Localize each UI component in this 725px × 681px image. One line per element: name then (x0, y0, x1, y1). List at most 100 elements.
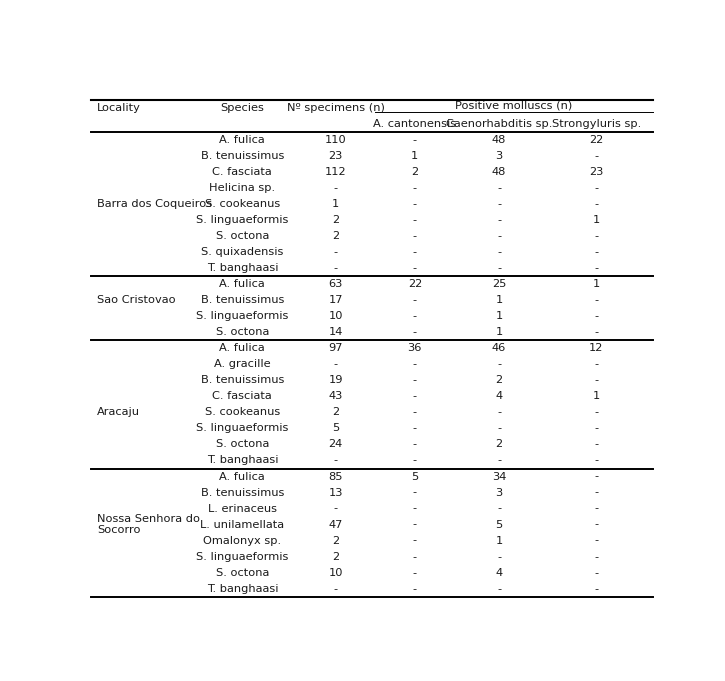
Text: 1: 1 (495, 535, 502, 545)
Text: -: - (497, 360, 501, 369)
Text: -: - (413, 424, 417, 433)
Text: -: - (413, 584, 417, 594)
Text: -: - (413, 264, 417, 273)
Text: -: - (413, 456, 417, 466)
Text: L. erinaceus: L. erinaceus (208, 503, 277, 513)
Text: -: - (334, 360, 338, 369)
Text: -: - (594, 439, 598, 449)
Text: -: - (594, 568, 598, 577)
Text: -: - (594, 247, 598, 257)
Text: -: - (497, 584, 501, 594)
Text: -: - (594, 552, 598, 562)
Text: 10: 10 (328, 311, 343, 321)
Text: 46: 46 (492, 343, 506, 353)
Text: -: - (413, 232, 417, 241)
Text: -: - (334, 503, 338, 513)
Text: 1: 1 (592, 392, 600, 401)
Text: -: - (594, 360, 598, 369)
Text: S. octona: S. octona (215, 568, 269, 577)
Text: C. fasciata: C. fasciata (212, 392, 272, 401)
Text: -: - (413, 488, 417, 498)
Text: 2: 2 (411, 167, 418, 177)
Text: 47: 47 (328, 520, 343, 530)
Text: 5: 5 (411, 471, 418, 481)
Text: 1: 1 (411, 151, 418, 161)
Text: -: - (413, 311, 417, 321)
Text: -: - (413, 520, 417, 530)
Text: 25: 25 (492, 279, 506, 289)
Text: 3: 3 (495, 151, 502, 161)
Text: 4: 4 (496, 392, 502, 401)
Text: -: - (594, 375, 598, 385)
Text: Nº specimens (n): Nº specimens (n) (286, 103, 384, 113)
Text: S. octona: S. octona (215, 439, 269, 449)
Text: A. fulica: A. fulica (220, 471, 265, 481)
Text: T. banghaasi: T. banghaasi (207, 456, 278, 466)
Text: Caenorhabditis sp.: Caenorhabditis sp. (446, 119, 552, 129)
Text: 110: 110 (325, 135, 347, 145)
Text: -: - (594, 407, 598, 417)
Text: -: - (334, 584, 338, 594)
Text: 14: 14 (328, 328, 343, 337)
Text: -: - (413, 568, 417, 577)
Text: 48: 48 (492, 167, 506, 177)
Text: -: - (334, 456, 338, 466)
Text: -: - (497, 247, 501, 257)
Text: 5: 5 (495, 520, 502, 530)
Text: B. tenuissimus: B. tenuissimus (201, 488, 284, 498)
Text: 1: 1 (592, 215, 600, 225)
Text: 17: 17 (328, 296, 343, 305)
Text: -: - (413, 215, 417, 225)
Text: Positive molluscs (n): Positive molluscs (n) (455, 101, 573, 111)
Text: 36: 36 (407, 343, 422, 353)
Text: -: - (334, 247, 338, 257)
Text: -: - (497, 407, 501, 417)
Text: Sao Cristovao: Sao Cristovao (97, 296, 176, 305)
Text: -: - (497, 552, 501, 562)
Text: 1: 1 (592, 279, 600, 289)
Text: Aracaju: Aracaju (97, 407, 141, 417)
Text: B. tenuissimus: B. tenuissimus (201, 375, 284, 385)
Text: -: - (413, 135, 417, 145)
Text: 2: 2 (332, 215, 339, 225)
Text: T. banghaasi: T. banghaasi (207, 264, 278, 273)
Text: A. fulica: A. fulica (220, 279, 265, 289)
Text: 48: 48 (492, 135, 506, 145)
Text: -: - (497, 424, 501, 433)
Text: 2: 2 (332, 232, 339, 241)
Text: 34: 34 (492, 471, 506, 481)
Text: -: - (497, 503, 501, 513)
Text: -: - (497, 215, 501, 225)
Text: -: - (413, 535, 417, 545)
Text: -: - (594, 183, 598, 193)
Text: S. octona: S. octona (215, 328, 269, 337)
Text: 2: 2 (332, 552, 339, 562)
Text: A. cantonensis: A. cantonensis (373, 119, 457, 129)
Text: -: - (594, 503, 598, 513)
Text: -: - (594, 296, 598, 305)
Text: -: - (413, 296, 417, 305)
Text: 22: 22 (407, 279, 422, 289)
Text: Locality: Locality (97, 103, 141, 113)
Text: 24: 24 (328, 439, 343, 449)
Text: -: - (413, 200, 417, 209)
Text: Omalonyx sp.: Omalonyx sp. (203, 535, 281, 545)
Text: -: - (413, 552, 417, 562)
Text: 23: 23 (589, 167, 603, 177)
Text: L. unilamellata: L. unilamellata (200, 520, 284, 530)
Text: 22: 22 (589, 135, 603, 145)
Text: 85: 85 (328, 471, 343, 481)
Text: 43: 43 (328, 392, 343, 401)
Text: B. tenuissimus: B. tenuissimus (201, 296, 284, 305)
Text: 10: 10 (328, 568, 343, 577)
Text: 1: 1 (332, 200, 339, 209)
Text: S. cookeanus: S. cookeanus (204, 407, 280, 417)
Text: 23: 23 (328, 151, 343, 161)
Text: -: - (594, 328, 598, 337)
Text: 19: 19 (328, 375, 343, 385)
Text: -: - (413, 375, 417, 385)
Text: -: - (594, 456, 598, 466)
Text: A. fulica: A. fulica (220, 135, 265, 145)
Text: -: - (594, 488, 598, 498)
Text: 2: 2 (332, 535, 339, 545)
